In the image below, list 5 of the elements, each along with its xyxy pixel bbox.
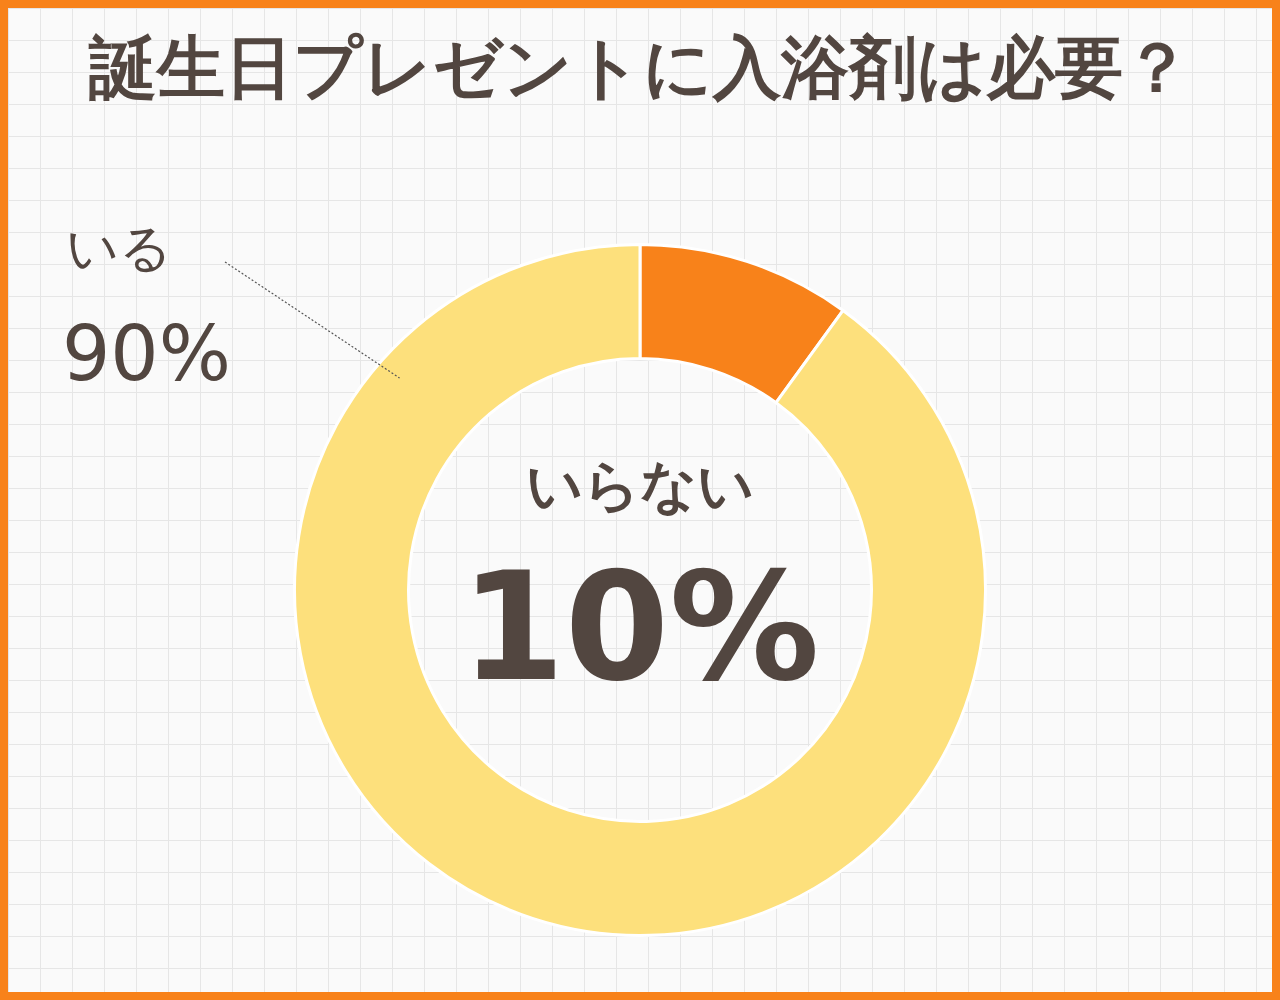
data-label: 90% [62, 308, 231, 398]
slice-label: いる [66, 217, 172, 278]
chart-title: 誕生日プレゼントに入浴剤は必要？ [87, 27, 1192, 109]
data-label: 10% [460, 539, 820, 714]
slice-label: いらない [526, 452, 754, 518]
